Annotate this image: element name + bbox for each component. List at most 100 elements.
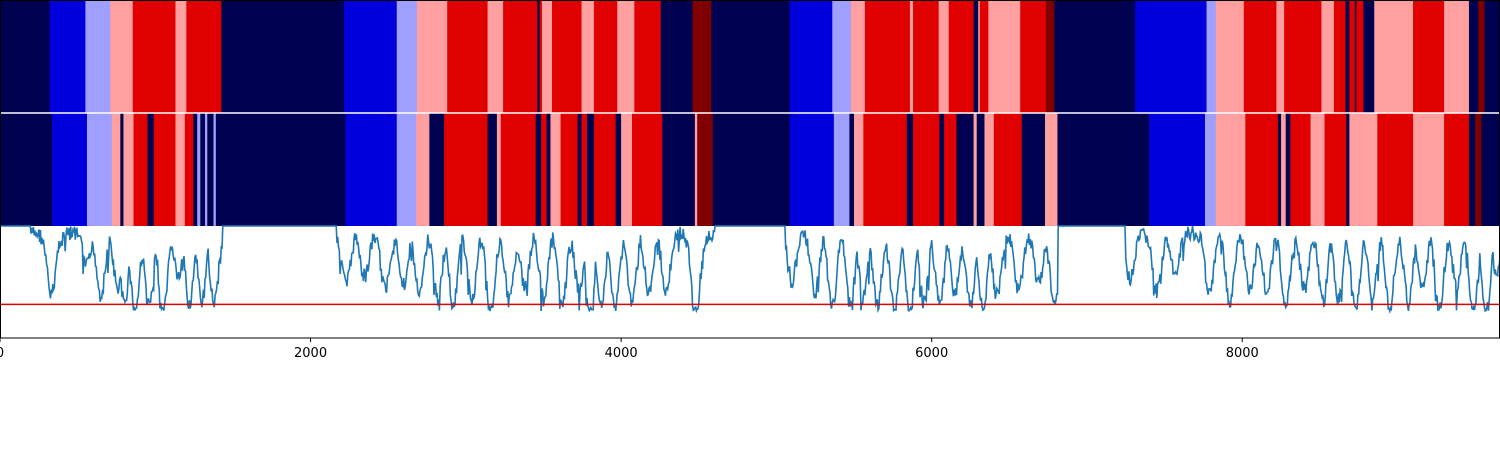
segment-bottom-12: [197, 113, 201, 226]
segment-bottom-29: [546, 113, 551, 226]
segment-bottom-62: [1215, 113, 1246, 226]
segment-bottom-67: [1290, 113, 1311, 226]
segment-top-50: [1354, 0, 1357, 113]
segment-top-32: [948, 0, 974, 113]
x-tick-label-2: 4000: [605, 346, 638, 361]
segment-top-8: [343, 0, 398, 113]
segment-bottom-53: [973, 113, 978, 226]
x-tick-label-1: 2000: [294, 346, 327, 361]
segment-bottom-47: [863, 113, 908, 226]
segment-bottom-77: [1481, 113, 1500, 226]
segment-top-19: [593, 0, 618, 113]
segment-bottom-41: [697, 113, 714, 226]
segment-bottom-11: [193, 113, 198, 226]
segment-bottom-72: [1377, 113, 1414, 226]
segment-bottom-70: [1346, 113, 1350, 226]
segment-bottom-4: [120, 113, 124, 226]
segment-bottom-44: [833, 113, 850, 226]
segment-top-22: [660, 0, 693, 113]
segment-bottom-16: [213, 113, 217, 226]
segment-top-35: [979, 0, 989, 113]
segment-top-55: [1413, 0, 1445, 113]
segment-top-39: [1054, 0, 1136, 113]
segment-top-52: [1363, 0, 1375, 113]
segment-bottom-32: [577, 113, 582, 226]
segment-top-33: [973, 0, 979, 113]
segment-bottom-65: [1281, 113, 1287, 226]
segment-bottom-46: [854, 113, 864, 226]
segment-top-51: [1356, 0, 1364, 113]
segment-bottom-31: [560, 113, 579, 226]
segmentation-strip-bottom: [0, 113, 1500, 226]
segment-top-11: [447, 0, 488, 113]
segment-top-27: [850, 0, 866, 113]
segment-top-45: [1284, 0, 1322, 113]
signal-plot-area: [0, 226, 1500, 338]
segment-bottom-38: [631, 113, 663, 226]
segment-top-57: [1468, 0, 1479, 113]
segment-bottom-49: [913, 113, 940, 226]
segment-top-48: [1345, 0, 1350, 113]
segment-bottom-28: [541, 113, 547, 226]
segment-bottom-63: [1245, 113, 1279, 226]
segment-top-6: [186, 0, 222, 113]
segment-top-20: [617, 0, 635, 113]
signal-panel: [0, 225, 1500, 338]
segment-bottom-73: [1413, 113, 1445, 226]
segment-top-2: [85, 0, 111, 113]
segment-bottom-13: [200, 113, 206, 226]
segment-bottom-71: [1349, 113, 1378, 226]
signal-line: [0, 225, 1500, 315]
segment-bottom-21: [416, 113, 430, 226]
segment-top-30: [913, 0, 940, 113]
segment-top-1: [49, 0, 86, 113]
segment-bottom-39: [662, 113, 696, 226]
segment-bottom-0: [0, 113, 53, 226]
segment-bottom-24: [487, 113, 498, 226]
segment-bottom-68: [1310, 113, 1325, 226]
segment-top-37: [1020, 0, 1047, 113]
segment-top-14: [537, 0, 540, 113]
segment-bottom-10: [184, 113, 194, 226]
segment-bottom-59: [1057, 113, 1150, 226]
segment-top-26: [832, 0, 852, 113]
segment-top-56: [1444, 0, 1470, 113]
segment-top-43: [1243, 0, 1277, 113]
segment-bottom-75: [1468, 113, 1476, 226]
segment-top-15: [539, 0, 543, 113]
segment-bottom-5: [123, 113, 134, 226]
segment-bottom-56: [993, 113, 1023, 226]
segment-top-53: [1374, 0, 1384, 113]
segment-bottom-40: [694, 113, 698, 226]
segment-top-49: [1349, 0, 1356, 113]
segment-top-42: [1215, 0, 1245, 113]
segment-bottom-58: [1045, 113, 1058, 226]
segment-bottom-45: [849, 113, 855, 226]
segment-bottom-55: [984, 113, 995, 226]
segment-top-34: [978, 0, 981, 113]
segment-bottom-17: [215, 113, 346, 226]
segment-top-18: [581, 0, 595, 113]
segment-top-31: [938, 0, 950, 113]
segment-bottom-25: [496, 113, 502, 226]
segment-bottom-52: [956, 113, 974, 226]
segment-bottom-43: [789, 113, 835, 226]
segment-bottom-7: [147, 113, 155, 226]
segment-bottom-20: [396, 113, 417, 226]
segment-top-9: [396, 0, 418, 113]
segment-top-24: [711, 0, 790, 113]
segment-bottom-69: [1324, 113, 1347, 226]
segment-bottom-27: [535, 113, 542, 226]
x-tick-label-4: 8000: [1226, 346, 1259, 361]
segment-bottom-8: [153, 113, 176, 226]
x-tick-label-0: 0: [0, 346, 4, 361]
segment-bottom-35: [593, 113, 617, 226]
segment-top-25: [789, 0, 833, 113]
segment-bottom-50: [939, 113, 945, 226]
segment-bottom-57: [1021, 113, 1046, 226]
segment-top-0: [0, 0, 51, 113]
segment-bottom-34: [586, 113, 595, 226]
segment-bottom-22: [429, 113, 445, 226]
segment-top-58: [1478, 0, 1485, 113]
